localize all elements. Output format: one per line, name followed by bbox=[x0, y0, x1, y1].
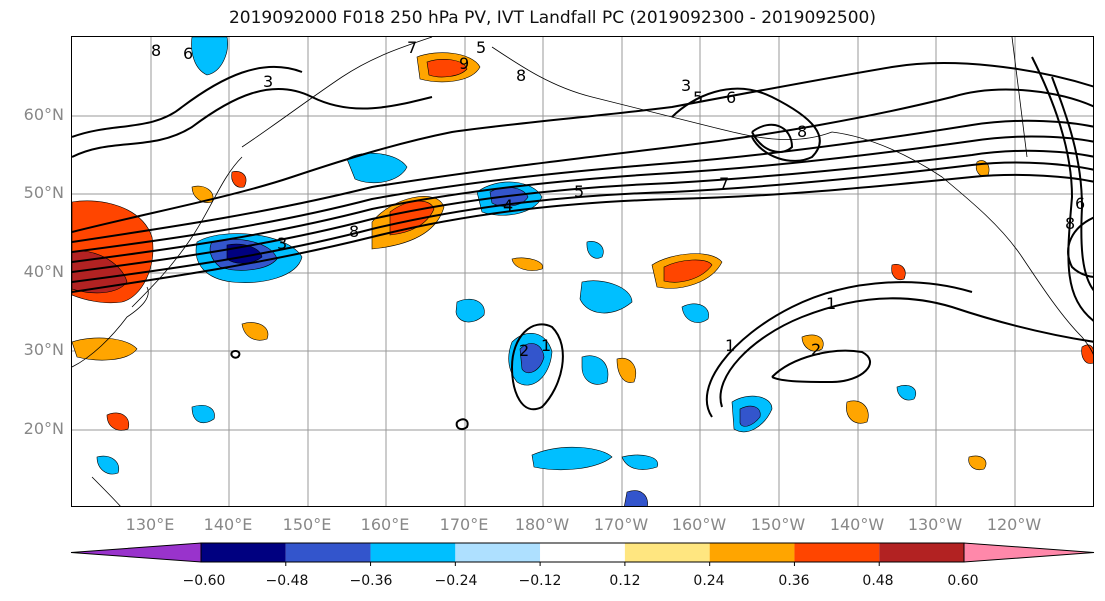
colorbar-segment bbox=[879, 543, 964, 562]
map-panel bbox=[71, 36, 1094, 507]
lon-label-170w: 170°W bbox=[593, 515, 649, 534]
colorbar-tick: −0.24 bbox=[434, 573, 478, 589]
colorbar-segment bbox=[624, 543, 710, 562]
lat-label-30n: 30°N bbox=[23, 340, 64, 359]
colorbar-tick: 0.48 bbox=[862, 573, 894, 589]
colorbar-border bbox=[200, 542, 965, 563]
coastlines bbox=[72, 37, 1093, 506]
colorbar-segment bbox=[794, 543, 880, 562]
colorbar-tick: 0.60 bbox=[947, 573, 979, 589]
colorbar-segment bbox=[455, 543, 541, 562]
lat-label-20n: 20°N bbox=[23, 419, 64, 438]
lon-label-140e: 140°E bbox=[203, 515, 253, 534]
colorbar-tick: −0.36 bbox=[349, 573, 393, 589]
colorbar-extend-high bbox=[963, 542, 1095, 563]
lat-label-50n: 50°N bbox=[23, 183, 64, 202]
colorbar-segment bbox=[285, 543, 371, 562]
shaded-anomalies bbox=[72, 37, 1093, 506]
colorbar-segment bbox=[201, 543, 286, 562]
lon-label-130w: 130°W bbox=[907, 515, 963, 534]
colorbar-segment bbox=[709, 543, 795, 562]
colorbar-tick: −0.12 bbox=[518, 573, 562, 589]
colorbar-extend-low bbox=[70, 542, 202, 563]
lon-label-180w: 180°W bbox=[514, 515, 570, 534]
lon-label-170e: 170°E bbox=[439, 515, 489, 534]
figure-title: 2019092000 F018 250 hPa PV, IVT Landfall… bbox=[228, 8, 876, 28]
colorbar-tick: −0.48 bbox=[265, 573, 309, 589]
colorbar-segment bbox=[370, 543, 456, 562]
pv-contours bbox=[72, 56, 1093, 431]
lon-label-150w: 150°W bbox=[750, 515, 806, 534]
lon-label-140w: 140°W bbox=[829, 515, 885, 534]
map-canvas bbox=[72, 37, 1093, 506]
lon-label-130e: 130°E bbox=[125, 515, 175, 534]
lat-label-60n: 60°N bbox=[23, 105, 64, 124]
colorbar-tick: 0.36 bbox=[778, 573, 810, 589]
lon-label-160e: 160°E bbox=[360, 515, 410, 534]
lon-label-120w: 120°W bbox=[986, 515, 1042, 534]
lon-label-150e: 150°E bbox=[282, 515, 332, 534]
colorbar-tick: 0.24 bbox=[693, 573, 725, 589]
colorbar-segment bbox=[540, 543, 625, 562]
lat-label-40n: 40°N bbox=[23, 262, 64, 281]
colorbar-tick: −0.60 bbox=[182, 573, 226, 589]
colorbar-tick: 0.12 bbox=[609, 573, 641, 589]
lon-label-160w: 160°W bbox=[671, 515, 727, 534]
